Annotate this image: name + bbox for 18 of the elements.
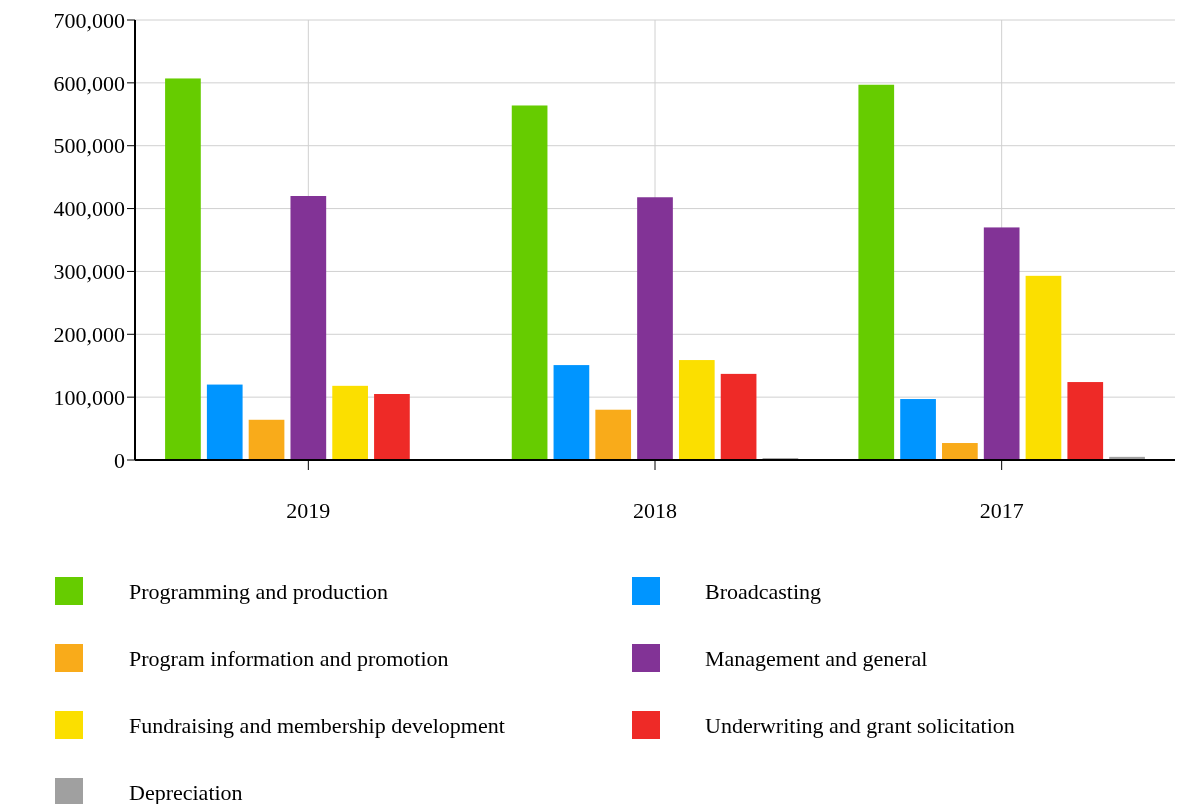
legend-label: Depreciation [129,779,243,804]
y-tick-label: 100,000 [53,384,125,410]
x-tick-label: 2019 [286,498,331,523]
y-tick-label: 700,000 [53,7,125,33]
y-tick-label: 300,000 [53,259,125,285]
y-tick-label: 600,000 [53,70,125,96]
legend-label: Management and general [705,645,928,671]
y-tick-label: 500,000 [53,133,125,159]
y-tick-label: 400,000 [53,196,125,222]
y-tick-label: 0 [114,447,125,473]
legend-label: Program information and promotion [129,645,449,671]
x-tick-label: 2017 [979,498,1024,523]
y-tick-label: 200,000 [53,321,125,347]
x-tick-label: 2018 [633,498,677,523]
legend-label: Underwriting and grant solicitation [705,712,1015,738]
legend-label: Programming and production [129,578,389,604]
legend-label: Broadcasting [705,578,822,604]
legend-label: Fundraising and membership development [129,712,505,738]
